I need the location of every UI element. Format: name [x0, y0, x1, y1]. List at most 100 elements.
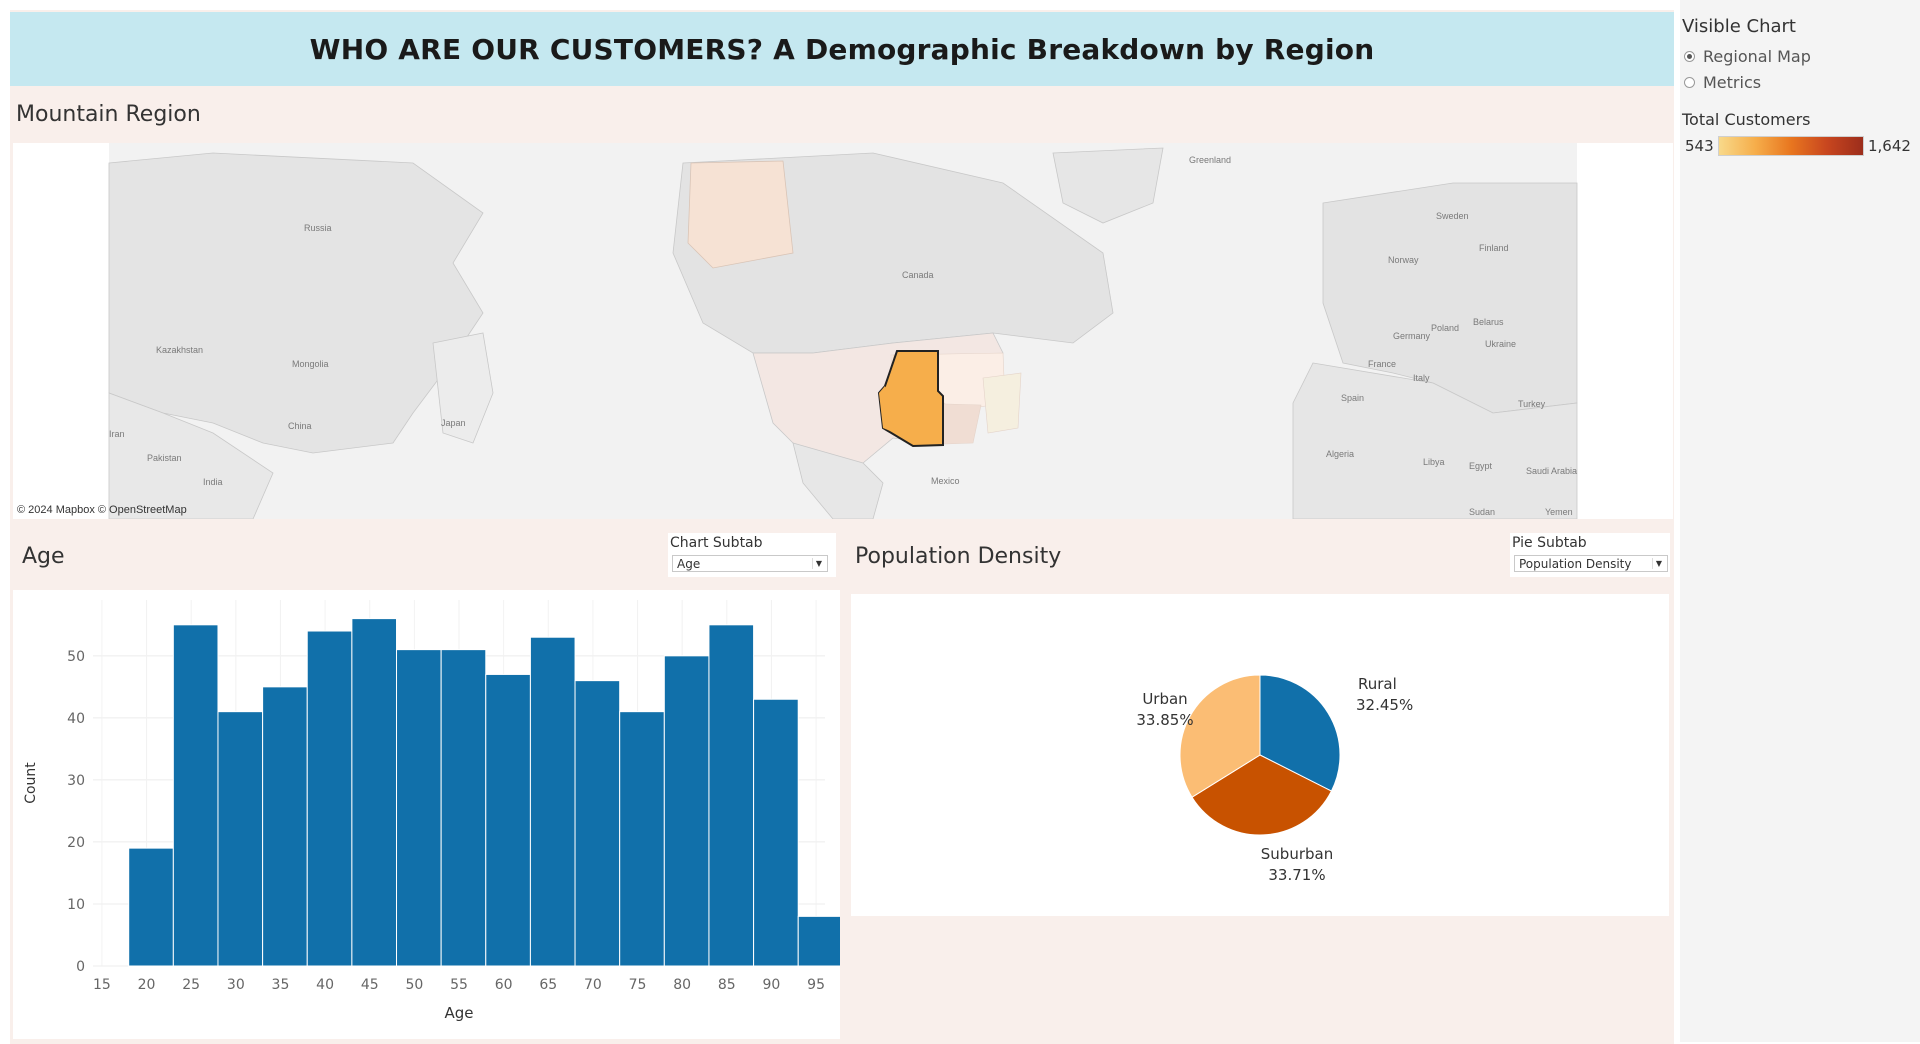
map-label: Germany — [1393, 331, 1431, 341]
legend-min-value: 543 — [1685, 137, 1714, 155]
map-label: Spain — [1341, 393, 1365, 403]
chart-subtab-select[interactable]: Age ▼ — [672, 555, 828, 572]
x-tick-label: 95 — [807, 977, 825, 993]
histogram-bar[interactable] — [574, 680, 621, 967]
x-tick-label: 30 — [227, 977, 245, 993]
x-tick-label: 40 — [316, 977, 334, 993]
pie-label: Suburban — [1261, 845, 1333, 863]
histogram-bar[interactable] — [708, 624, 755, 967]
pie-percent-label: 33.71% — [1268, 866, 1325, 884]
x-tick-label: 50 — [405, 977, 423, 993]
histogram-bar[interactable] — [753, 698, 799, 967]
map-label: China — [288, 421, 312, 431]
x-axis-label: Age — [444, 1004, 473, 1022]
dashboard-title: WHO ARE OUR CUSTOMERS? A Demographic Bre… — [309, 32, 1375, 66]
map-label: Kazakhstan — [156, 345, 204, 355]
map-label: Russia — [304, 223, 332, 233]
pie-slice-urban[interactable] — [1179, 674, 1261, 798]
x-tick-label: 90 — [763, 977, 781, 993]
chevron-down-icon[interactable]: ▼ — [812, 558, 825, 569]
x-tick-label: 35 — [272, 977, 290, 993]
radio-unselected-icon[interactable] — [1684, 77, 1695, 88]
pie-percent-label: 32.45% — [1356, 696, 1413, 714]
population-density-pie: Rural 32.45% Suburban 33.71% Urban 33.85% — [1136, 674, 1413, 884]
map-label: Sudan — [1469, 507, 1496, 517]
x-tick-label: 60 — [495, 977, 513, 993]
map-label: Saudi Arabia — [1526, 466, 1578, 476]
world-map-svg — [108, 143, 1578, 519]
y-tick-label: 40 — [67, 711, 85, 727]
map-label: Egypt — [1469, 461, 1493, 471]
map-label: Pakistan — [147, 453, 182, 463]
map-label: France — [1368, 359, 1397, 369]
dashboard: WHO ARE OUR CUSTOMERS? A Demographic Bre… — [10, 10, 1674, 1044]
map-label: Belarus — [1473, 317, 1504, 327]
total-customers-legend-title: Total Customers — [1682, 110, 1811, 129]
pie-subtab-filter: Pie Subtab Population Density ▼ — [1510, 533, 1670, 577]
x-tick-label: 45 — [361, 977, 379, 993]
population-density-title: Population Density — [855, 544, 1062, 569]
histogram-bar[interactable] — [529, 636, 576, 967]
histogram-bar[interactable] — [619, 711, 665, 967]
pie-label: Rural — [1358, 675, 1397, 693]
histogram-bar[interactable] — [351, 618, 398, 967]
radio-regional-map-label: Regional Map — [1703, 47, 1811, 66]
radio-metrics[interactable]: Metrics — [1684, 73, 1761, 92]
chart-subtab-value: Age — [677, 557, 701, 571]
map-label: Italy — [1413, 373, 1430, 383]
map-label: Poland — [1431, 323, 1460, 333]
map-label: Libya — [1423, 457, 1445, 467]
histogram-bar[interactable] — [485, 673, 531, 967]
map-label: Yemen — [1545, 507, 1573, 517]
x-tick-label: 65 — [539, 977, 557, 993]
pie-slice-rural[interactable] — [1259, 674, 1341, 792]
histogram-bar[interactable] — [306, 630, 353, 967]
chart-subtab-filter: Chart Subtab Age ▼ — [668, 533, 836, 577]
map-label: Mexico — [931, 476, 960, 486]
radio-selected-icon[interactable] — [1684, 51, 1695, 62]
pie-subtab-select[interactable]: Population Density ▼ — [1514, 555, 1668, 572]
histogram-bar[interactable] — [172, 624, 219, 967]
pie-subtab-value: Population Density — [1519, 557, 1632, 571]
age-histogram: 0 10 20 30 40 50 15 20 25 30 35 40 45 50 55 60 65 70 75 80 8… — [23, 600, 840, 1022]
histogram-bar[interactable] — [262, 686, 308, 967]
y-tick-label: 0 — [76, 959, 85, 975]
x-tick-label: 25 — [182, 977, 200, 993]
chart-subtab-label: Chart Subtab — [670, 535, 763, 551]
title-banner: WHO ARE OUR CUSTOMERS? A Demographic Bre… — [10, 12, 1674, 86]
map-label: Canada — [902, 270, 934, 280]
pie-label: Urban — [1142, 690, 1187, 708]
population-density-panel: Rural 32.45% Suburban 33.71% Urban 33.85% — [851, 594, 1669, 916]
y-tick-label: 50 — [67, 649, 85, 665]
x-tick-label: 55 — [450, 977, 468, 993]
histogram-bar[interactable] — [396, 649, 442, 967]
y-tick-label: 10 — [67, 897, 85, 913]
regional-map[interactable]: Greenland Russia Canada Sweden Finland N… — [13, 143, 1673, 519]
histogram-bar[interactable] — [217, 711, 264, 967]
color-legend-bar — [1718, 136, 1864, 156]
sidebar: Visible Chart Regional Map Metrics Total… — [1680, 0, 1920, 1042]
radio-metrics-label: Metrics — [1703, 73, 1762, 92]
x-tick-label: 15 — [93, 977, 111, 993]
radio-regional-map[interactable]: Regional Map — [1684, 47, 1811, 66]
x-tick-label: 70 — [584, 977, 602, 993]
histogram-bar[interactable] — [663, 655, 710, 967]
y-tick-label: 20 — [67, 835, 85, 851]
map-label: Japan — [441, 418, 466, 428]
map-label: Greenland — [1189, 155, 1232, 165]
pie-slice-suburban[interactable] — [1191, 754, 1333, 836]
age-section-title: Age — [22, 544, 65, 569]
x-tick-label: 80 — [673, 977, 691, 993]
histogram-bar[interactable] — [128, 847, 174, 967]
map-label: Algeria — [1326, 449, 1355, 459]
histogram-bar[interactable] — [797, 915, 840, 967]
map-label: Turkey — [1518, 399, 1546, 409]
legend-max-value: 1,642 — [1868, 137, 1911, 155]
x-tick-label: 85 — [718, 977, 736, 993]
map-label: Sweden — [1436, 211, 1469, 221]
chevron-down-icon[interactable]: ▼ — [1652, 558, 1665, 569]
pie-percent-label: 33.85% — [1136, 711, 1193, 729]
map-label: India — [203, 477, 223, 487]
map-attribution[interactable]: © 2024 Mapbox © OpenStreetMap — [17, 504, 187, 516]
histogram-bar[interactable] — [440, 649, 487, 967]
